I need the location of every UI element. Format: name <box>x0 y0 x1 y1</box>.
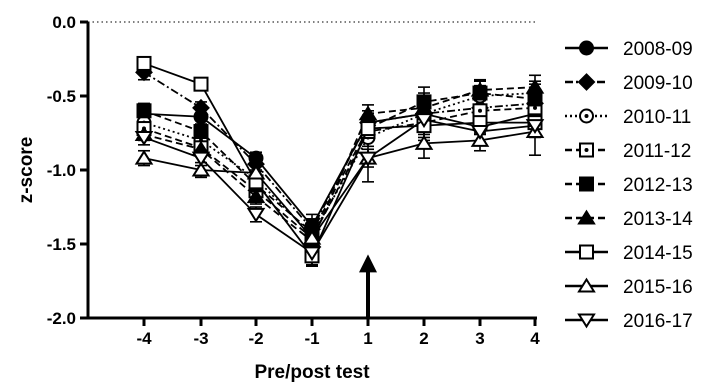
series-line <box>143 92 536 237</box>
data-point <box>246 164 266 180</box>
legend-item: 2010-11 <box>565 107 691 128</box>
series-line <box>143 62 535 258</box>
legend-item: 2011-12 <box>565 141 691 162</box>
axes <box>86 22 537 320</box>
y-tick-label: -2.0 <box>47 309 76 328</box>
legend-item: 2013-14 <box>565 209 693 230</box>
data-point <box>302 229 322 245</box>
x-tick-label: -1 <box>304 329 319 348</box>
data-point <box>134 130 154 146</box>
x-tick-label: 3 <box>475 329 484 348</box>
legend: 2008-09 2009-10 2010-11 2011-12 2012-13 2013-… <box>565 39 693 332</box>
x-tick-label: 2 <box>419 329 428 348</box>
legend-label: 2015-16 <box>623 277 693 298</box>
data-point <box>136 55 152 71</box>
intervention-arrow <box>359 254 377 318</box>
legend-label: 2013-14 <box>623 209 693 230</box>
legend-label: 2009-10 <box>623 73 693 94</box>
data-point <box>136 103 152 119</box>
y-tick-label: -0.5 <box>47 87 76 106</box>
legend-item: 2016-17 <box>565 311 693 332</box>
legend-item: 2009-10 <box>565 73 693 94</box>
data-point <box>193 76 209 92</box>
series-line <box>143 130 536 240</box>
series-line <box>143 92 536 234</box>
legend-marker-center-dot <box>584 114 589 118</box>
data-point <box>470 81 490 97</box>
series-line <box>143 106 536 240</box>
y-tick-label: 0.0 <box>52 13 76 32</box>
data-point-center-dot <box>533 105 537 110</box>
legend-marker-center-dot <box>584 148 589 152</box>
x-tick-label: -2 <box>248 329 263 348</box>
data-point <box>246 188 266 204</box>
data-point <box>360 121 376 137</box>
x-axis-title: Pre/post test <box>254 362 370 383</box>
x-tick-label: 1 <box>363 329 372 348</box>
data-point <box>470 125 490 140</box>
legend-marker <box>579 244 594 260</box>
y-axis-title: z-score <box>16 137 37 204</box>
series-line <box>143 86 536 243</box>
series-line <box>143 118 536 255</box>
legend-label: 2016-17 <box>623 311 693 332</box>
legend-item: 2014-15 <box>565 243 693 264</box>
x-tick-label: -4 <box>136 329 152 348</box>
legend-item: 2012-13 <box>565 175 693 196</box>
legend-marker <box>577 313 596 329</box>
x-tick-label: -3 <box>193 329 208 348</box>
arrow-head <box>359 254 377 273</box>
series-line <box>143 71 536 231</box>
data-point <box>134 149 154 165</box>
series-layer <box>134 55 545 264</box>
data-point <box>246 207 266 223</box>
data-point <box>191 161 211 177</box>
data-point <box>192 98 210 117</box>
y-ticks: 0.0 -0.5 -1.0 -1.5 -2.0 <box>47 13 88 328</box>
data-point <box>527 91 543 107</box>
y-tick-label: -1.5 <box>47 235 76 254</box>
data-point <box>302 246 322 262</box>
data-point <box>193 124 209 140</box>
data-point <box>414 134 434 150</box>
legend-label: 2008-09 <box>623 39 693 60</box>
data-point <box>525 119 545 134</box>
data-point <box>358 105 378 121</box>
legend-marker <box>577 209 596 225</box>
legend-label: 2011-12 <box>623 141 691 162</box>
legend-marker <box>579 40 594 56</box>
legend-label: 2010-11 <box>623 107 691 128</box>
legend-marker <box>579 176 594 192</box>
legend-marker <box>577 277 596 293</box>
legend-label: 2014-15 <box>623 243 693 264</box>
legend-item: 2015-16 <box>565 277 693 298</box>
data-point-center-dot <box>478 108 482 113</box>
data-point <box>358 151 378 167</box>
legend-item: 2008-09 <box>565 39 693 60</box>
data-point <box>191 151 211 167</box>
legend-marker <box>577 73 596 91</box>
data-point <box>525 78 545 94</box>
x-ticks: -4 -3 -2 -1 1 2 3 4 <box>136 318 540 348</box>
y-tick-label: -1.0 <box>47 161 76 180</box>
legend-label: 2012-13 <box>623 175 693 196</box>
series-2016-17 <box>134 113 545 262</box>
data-point <box>414 113 434 129</box>
x-tick-label: 4 <box>530 329 540 348</box>
